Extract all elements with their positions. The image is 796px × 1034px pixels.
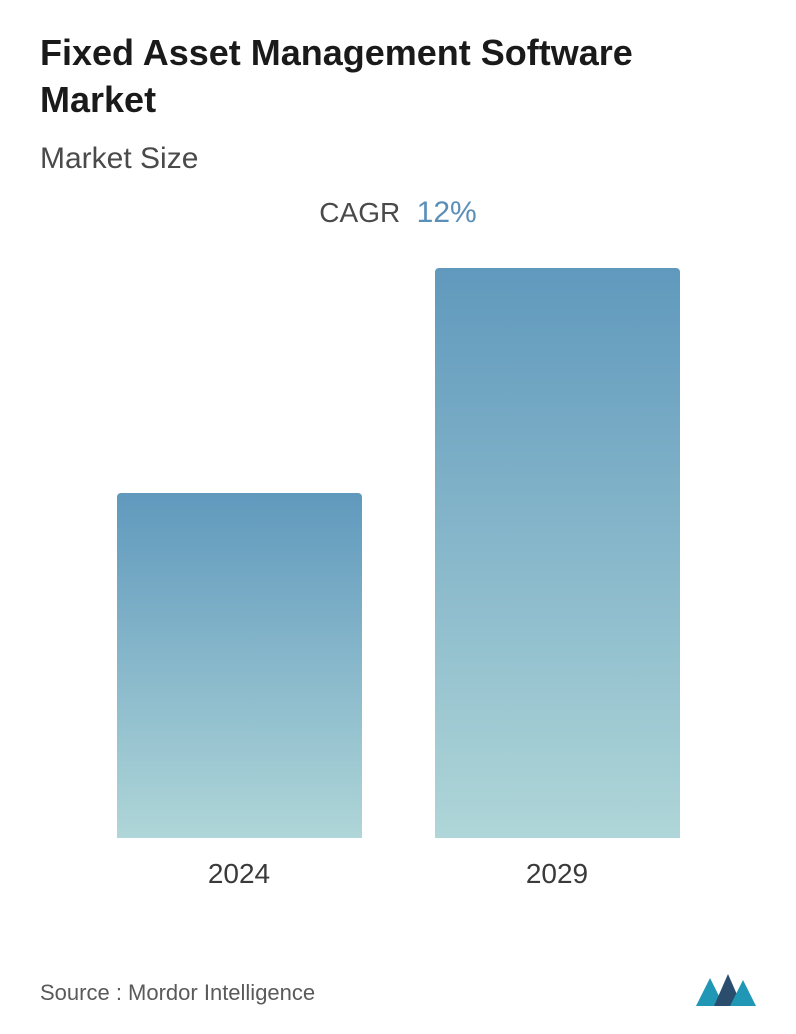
bar-label-1: 2029 [526, 858, 588, 890]
bar-group-1: 2029 [435, 268, 680, 890]
bar-chart: 2024 2029 [40, 270, 756, 890]
chart-title: Fixed Asset Management Software Market [40, 30, 756, 124]
cagr-label: CAGR [319, 197, 400, 228]
bar-group-0: 2024 [117, 493, 362, 890]
bar-1 [435, 268, 680, 838]
chart-subtitle: Market Size [40, 142, 756, 176]
cagr-row: CAGR 12% [40, 196, 756, 230]
cagr-value: 12% [417, 196, 477, 229]
publisher-logo-icon [696, 970, 756, 1006]
source-text: Source : Mordor Intelligence [40, 980, 315, 1006]
footer: Source : Mordor Intelligence [40, 970, 756, 1006]
bar-label-0: 2024 [208, 858, 270, 890]
bar-0 [117, 493, 362, 838]
